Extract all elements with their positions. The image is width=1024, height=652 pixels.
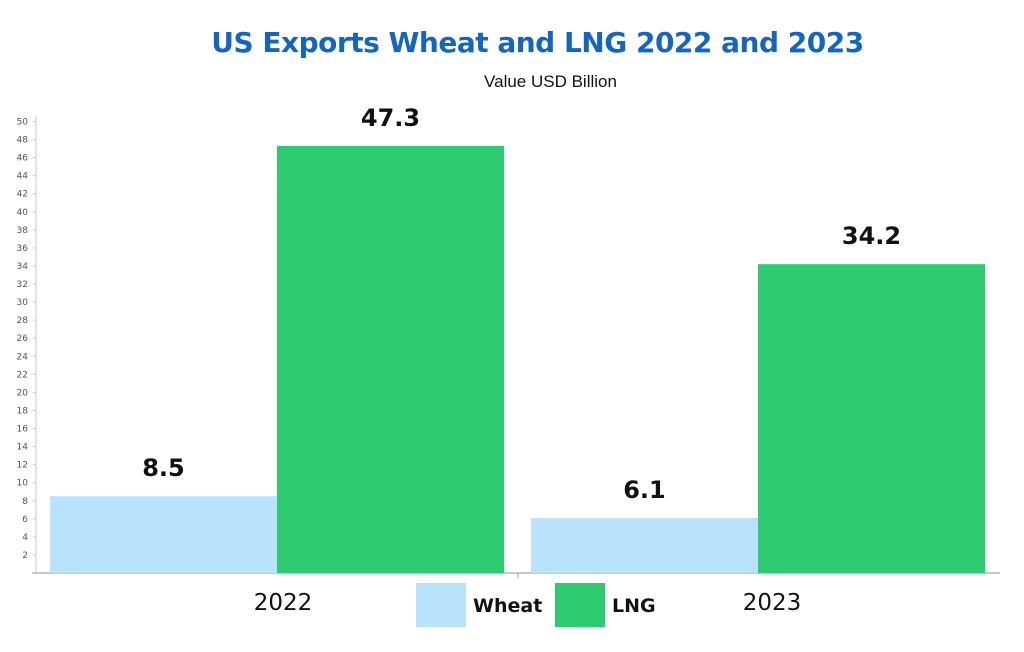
chart-subtitle: Value USD Billion [484, 72, 617, 91]
y-tick-label: 38 [17, 226, 29, 236]
y-tick-label: 46 [17, 154, 29, 164]
x-tick-label-2022: 2022 [254, 590, 313, 616]
y-tick-label: 40 [17, 208, 29, 218]
legend-swatch-wheat [416, 583, 466, 627]
y-tick-label: 8 [22, 497, 28, 507]
legend-label-wheat: Wheat [473, 595, 543, 617]
y-tick-label: 14 [17, 443, 29, 453]
data-labels: 8.5 47.3 6.1 34.2 [142, 104, 901, 504]
y-tick-label: 30 [17, 298, 29, 308]
y-tick-label: 28 [17, 316, 29, 326]
legend-label-lng: LNG [612, 595, 656, 617]
y-tick-label: 10 [17, 479, 29, 489]
data-label-wheat-2022: 8.5 [142, 454, 185, 482]
data-label-lng-2023: 34.2 [842, 222, 901, 250]
bar-lng-2022 [277, 145, 504, 574]
legend: Wheat LNG [416, 583, 656, 627]
data-label-lng-2022: 47.3 [361, 104, 420, 132]
y-tick-label: 32 [17, 280, 28, 290]
bar-wheat-2022 [50, 496, 277, 573]
y-tick-label: 44 [17, 172, 29, 182]
bar-lng-2023 [758, 264, 985, 573]
y-tick-label: 12 [17, 461, 28, 471]
y-tick-label: 16 [17, 425, 29, 435]
y-tick-label: 6 [22, 515, 28, 525]
y-tick-label: 26 [17, 334, 29, 344]
y-tick-label: 36 [17, 244, 29, 254]
y-tick-label: 50 [17, 118, 29, 128]
y-tick-label: 42 [17, 190, 28, 200]
legend-swatch-lng [555, 583, 605, 627]
y-tick-label: 24 [17, 352, 29, 362]
y-tick-label: 48 [17, 136, 29, 146]
y-tick-label: 22 [17, 370, 28, 380]
y-tick-label: 20 [17, 388, 29, 398]
axes: 2468101214161820222426283032343638404244… [17, 116, 1000, 616]
y-tick-label: 34 [17, 262, 29, 272]
y-tick-label: 18 [17, 406, 29, 416]
y-tick-label: 4 [22, 533, 28, 543]
y-tick-label: 2 [22, 551, 28, 561]
data-label-wheat-2023: 6.1 [623, 476, 666, 504]
x-tick-label-2023: 2023 [743, 590, 802, 616]
chart-title: US Exports Wheat and LNG 2022 and 2023 [211, 26, 864, 59]
bar-wheat-2023 [531, 517, 758, 573]
bars [50, 145, 985, 574]
